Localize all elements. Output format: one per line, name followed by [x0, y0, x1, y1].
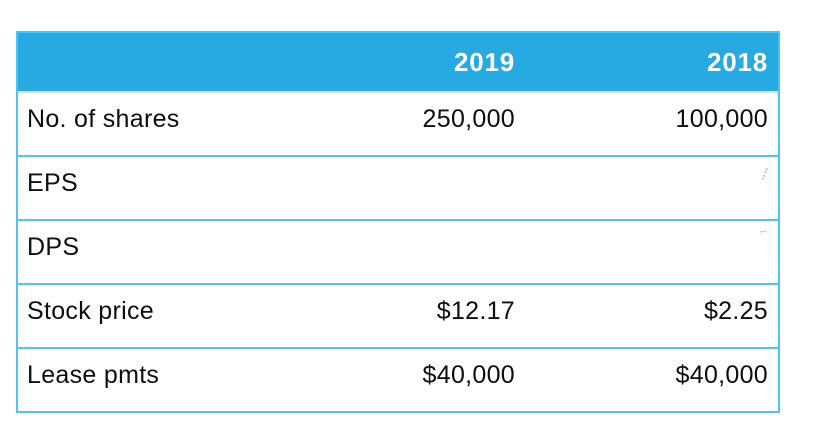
cell-2018: $40,000 [675, 361, 768, 389]
row-label: No. of shares [27, 105, 180, 133]
row-label: Lease pmts [27, 361, 160, 389]
table-row-no-of-shares: No. of shares 250,000 100,000 [18, 93, 778, 157]
row-label: Stock price [27, 297, 154, 325]
header-cell-2018: 2018 [706, 46, 768, 77]
financial-table: 2019 2018 No. of shares 250,000 100,000 … [16, 31, 780, 413]
table-row-eps: EPS [18, 157, 778, 221]
table-header-row: 2019 2018 [18, 33, 778, 93]
table-row-stock-price: Stock price $12.17 $2.25 [18, 285, 778, 349]
table-row-dps: DPS [18, 221, 778, 285]
header-cell-2019: 2019 [453, 46, 515, 77]
cell-2018: $2.25 [703, 297, 768, 325]
cell-2019: $12.17 [436, 297, 515, 325]
table-row-lease-pmts: Lease pmts $40,000 $40,000 [18, 349, 778, 411]
row-label: DPS [27, 233, 80, 261]
row-label: EPS [27, 169, 78, 197]
cell-2019: 250,000 [422, 105, 515, 133]
cell-2019: $40,000 [422, 361, 515, 389]
cell-2018: 100,000 [675, 105, 768, 133]
